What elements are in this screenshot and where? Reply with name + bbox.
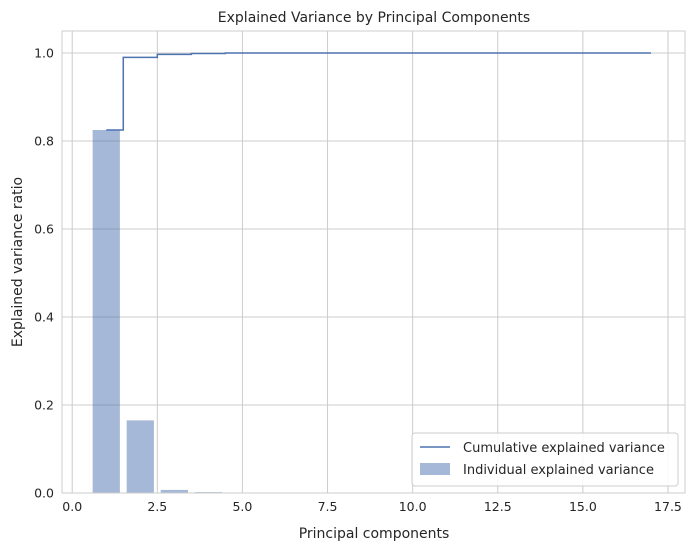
y-axis-label: Explained variance ratio xyxy=(10,177,26,347)
y-tick-labels: 0.0 0.2 0.4 0.6 0.8 1.0 xyxy=(34,46,54,501)
legend-label-cumulative: Cumulative explained variance xyxy=(463,441,665,456)
variance-bar xyxy=(92,130,120,493)
x-tick-label: 2.5 xyxy=(147,499,167,514)
legend-bar-marker xyxy=(420,463,450,475)
x-tick-labels: 0.0 2.5 5.0 7.5 10.0 12.5 15.0 17.5 xyxy=(62,499,682,514)
cumulative-line-layer xyxy=(106,52,651,131)
variance-bar xyxy=(160,489,188,493)
legend-label-individual: Individual explained variance xyxy=(463,463,654,478)
legend-box xyxy=(411,432,679,487)
x-tick-label: 7.5 xyxy=(318,499,338,514)
y-tick-label: 1.0 xyxy=(34,46,54,61)
x-axis-label: Principal components xyxy=(299,526,450,542)
y-tick-label: 0.8 xyxy=(34,134,54,149)
x-tick-label: 17.5 xyxy=(654,499,682,514)
x-tick-label: 5.0 xyxy=(232,499,252,514)
y-tick-label: 0.4 xyxy=(34,310,54,325)
x-tick-label: 0.0 xyxy=(62,499,82,514)
x-tick-label: 12.5 xyxy=(484,499,512,514)
x-tick-label: 15.0 xyxy=(569,499,597,514)
cumulative-variance-line xyxy=(106,52,651,131)
x-tick-label: 10.0 xyxy=(399,499,427,514)
grid xyxy=(62,31,685,494)
y-tick-label: 0.6 xyxy=(34,222,54,237)
y-tick-label: 0.2 xyxy=(34,398,54,413)
legend: Cumulative explained variance Individual… xyxy=(411,432,679,487)
variance-bar xyxy=(126,420,154,493)
bars xyxy=(92,130,257,493)
chart-title: Explained Variance by Principal Componen… xyxy=(218,10,530,26)
y-tick-label: 0.0 xyxy=(34,486,54,501)
plot-frame xyxy=(61,30,686,494)
